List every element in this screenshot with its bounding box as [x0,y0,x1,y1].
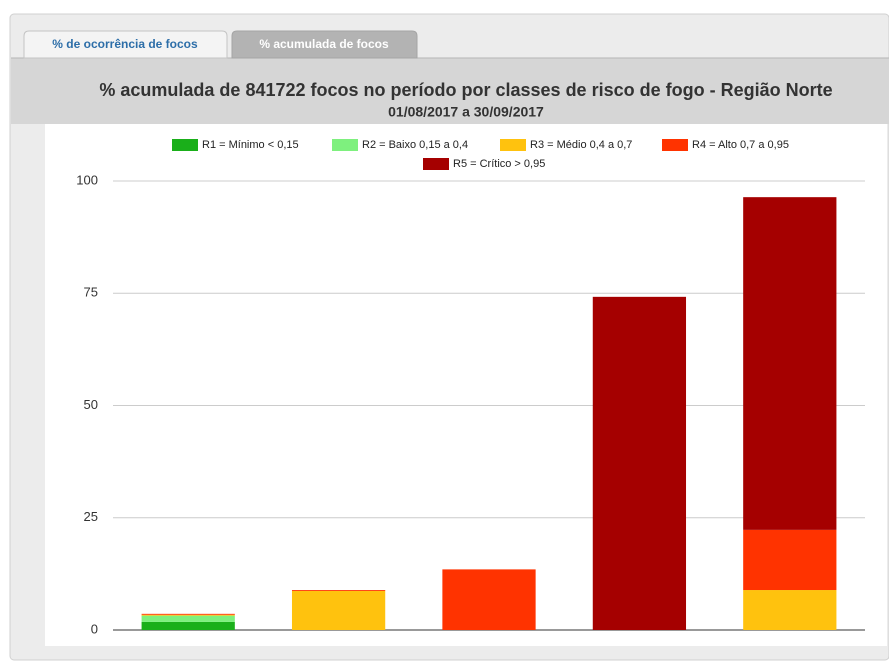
bar-segment [141,613,235,615]
bar-segment [141,614,235,616]
y-tick-label: 0 [91,621,98,636]
chart-title: % acumulada de 841722 focos no período p… [99,80,832,100]
bar-segment [743,590,837,630]
tab-label[interactable]: % acumulada de focos [259,37,389,51]
legend-swatch [423,158,449,170]
chart-subtitle: 01/08/2017 a 30/09/2017 [388,104,544,120]
bar-segment [592,296,687,630]
legend-label: R2 = Baixo 0,15 a 0,4 [362,139,468,151]
tab[interactable] [23,30,228,59]
y-tick-label: 50 [84,397,98,412]
bar-segment [291,590,386,591]
bar-segment [141,615,235,622]
header-band [11,58,889,124]
tab-label[interactable]: % de ocorrência de focos [52,37,198,51]
bar-segment [141,621,235,630]
bar-segment [442,569,536,630]
legend-swatch [662,139,688,151]
bar-segment [743,529,837,591]
bar-segment [291,590,386,630]
legend-label: R3 = Médio 0,4 a 0,7 [530,139,632,151]
legend-label: R5 = Crítico > 0,95 [453,158,545,170]
legend-swatch [332,139,358,151]
y-tick-label: 100 [76,172,98,187]
y-tick-label: 25 [84,509,98,524]
y-tick-label: 75 [84,285,98,300]
legend-swatch [500,139,526,151]
tab-active[interactable] [231,30,418,59]
legend-label: R4 = Alto 0,7 a 0,95 [692,139,789,151]
legend-swatch [172,139,198,151]
bar-segment [743,197,837,530]
legend-label: R1 = Mínimo < 0,15 [202,139,299,151]
